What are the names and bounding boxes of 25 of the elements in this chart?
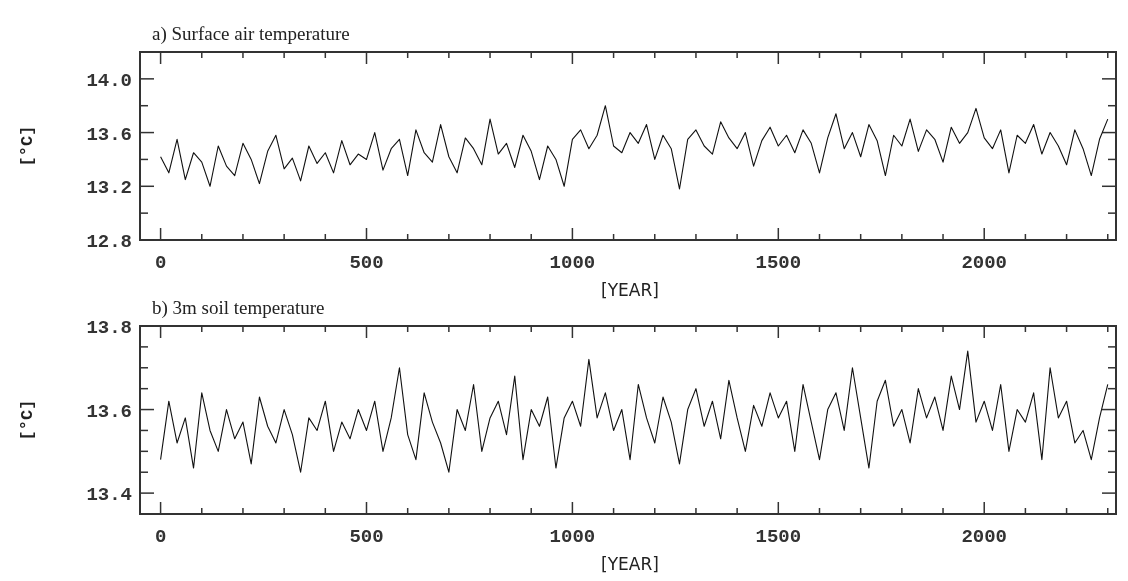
x-tick-label: 500 bbox=[349, 252, 384, 274]
y-axis-title: [°C] bbox=[18, 125, 37, 167]
x-tick-label: 500 bbox=[349, 526, 384, 548]
y-tick-label: 14.0 bbox=[86, 69, 132, 92]
x-tick-label: 1500 bbox=[755, 252, 802, 274]
y-tick-label: 13.6 bbox=[86, 123, 132, 146]
x-tick-label: 1000 bbox=[549, 526, 596, 548]
chart-title: b) 3m soil temperature bbox=[152, 297, 325, 319]
y-tick-label: 13.6 bbox=[86, 400, 132, 423]
y-axis-title: [°C] bbox=[18, 399, 37, 441]
y-tick-label: 13.8 bbox=[86, 317, 132, 339]
x-tick-label: 2000 bbox=[961, 526, 1008, 548]
x-tick-label: 1000 bbox=[549, 252, 596, 274]
x-tick-label: 1500 bbox=[755, 526, 802, 548]
line-series bbox=[160, 105, 1109, 190]
x-tick-label: 0 bbox=[154, 252, 167, 274]
x-axis-title: [YEAR] bbox=[601, 280, 659, 300]
y-tick-label: 13.4 bbox=[86, 484, 132, 507]
chart-title: a) Surface air temperature bbox=[152, 23, 350, 45]
x-tick-label: 0 bbox=[154, 526, 167, 548]
x-tick-label: 2000 bbox=[961, 252, 1008, 274]
y-tick-label: 12.8 bbox=[86, 231, 132, 253]
y-tick-label: 13.2 bbox=[86, 177, 132, 200]
line-series bbox=[160, 350, 1109, 473]
x-axis-title: [YEAR] bbox=[601, 554, 659, 574]
